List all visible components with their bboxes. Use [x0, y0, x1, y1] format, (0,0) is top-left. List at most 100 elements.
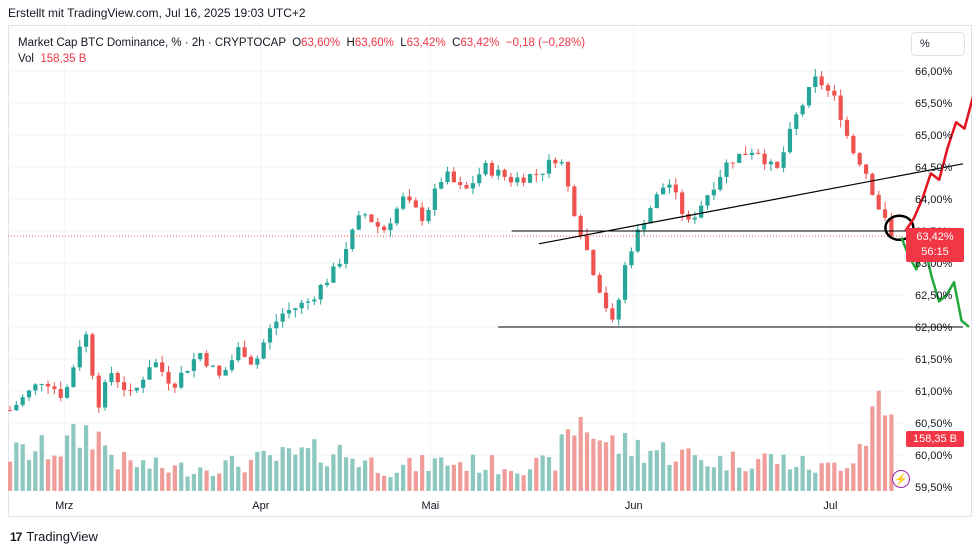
tradingview-logo[interactable]: 17 TradingView — [10, 529, 98, 544]
volume-bar — [445, 465, 450, 491]
candle — [692, 217, 697, 220]
candle — [242, 347, 247, 357]
symbol-title[interactable]: Market Cap BTC Dominance, % · 2h · CRYPT… — [18, 37, 286, 49]
candles — [8, 68, 894, 413]
candle — [559, 162, 564, 164]
volume-bar — [343, 457, 349, 491]
candle — [743, 153, 748, 156]
price-chart[interactable]: 66,00%65,50%65,00%64,50%64,00%63,50%63,0… — [8, 25, 972, 517]
candle — [318, 284, 323, 300]
candle — [356, 215, 361, 230]
candle — [553, 159, 558, 164]
chart-legend: Market Cap BTC Dominance, % · 2h · CRYPT… — [18, 35, 585, 67]
volume-bar — [350, 458, 355, 491]
volume-bar — [584, 432, 590, 491]
volume-bar — [210, 475, 216, 491]
volume-bar — [52, 455, 57, 491]
volume-bar — [299, 447, 304, 491]
volume-bar — [458, 462, 463, 491]
candle — [768, 161, 774, 165]
candle — [800, 105, 805, 115]
chart-frame — [8, 25, 972, 517]
volume-bar — [775, 463, 780, 491]
candle — [217, 365, 222, 376]
last-price-value: 63,42% — [916, 231, 954, 243]
candle — [838, 95, 843, 120]
candle — [591, 250, 596, 276]
candle — [210, 365, 216, 367]
candle — [109, 373, 114, 383]
volume-bar — [45, 459, 51, 491]
volume-bar — [661, 442, 666, 491]
candle — [661, 187, 666, 195]
volume-bar — [730, 451, 735, 491]
logo-text: TradingView — [26, 529, 98, 544]
volume-bar — [515, 473, 520, 491]
candle — [515, 177, 520, 183]
candle — [629, 251, 634, 266]
y-tick-label: 60,00% — [915, 450, 953, 462]
candle — [806, 87, 812, 106]
volume-bar — [217, 473, 222, 491]
percent-scale-button[interactable]: % — [911, 32, 965, 56]
candle — [305, 301, 311, 303]
volume-bar — [375, 472, 380, 491]
candle — [369, 214, 374, 223]
candle — [280, 313, 285, 322]
candle — [261, 342, 266, 359]
volume-bar — [616, 453, 621, 491]
volume-bar — [876, 390, 881, 491]
volume-bar — [426, 470, 431, 491]
volume-bar — [483, 469, 488, 491]
volume-bar — [267, 455, 273, 491]
volume-bar — [20, 444, 25, 491]
volume-bar — [324, 466, 330, 491]
candle — [534, 174, 539, 176]
candle — [229, 360, 235, 370]
volume-bar — [711, 467, 716, 491]
candle — [578, 216, 583, 236]
candle — [77, 346, 82, 368]
volume-label[interactable]: Vol — [18, 53, 34, 65]
candle — [64, 387, 70, 398]
candle — [141, 379, 146, 388]
volume-bar — [743, 471, 748, 491]
volume-bar — [610, 435, 615, 491]
volume-bar — [439, 457, 444, 491]
open-value: 63,60% — [301, 37, 341, 49]
volume-bar — [236, 466, 241, 491]
volume-bar — [261, 450, 266, 491]
volume-bar — [77, 447, 82, 491]
candle — [362, 214, 368, 216]
candle — [870, 173, 875, 195]
candle — [699, 205, 704, 218]
volume-bar — [337, 444, 342, 491]
candle — [489, 162, 495, 176]
trend-line — [538, 163, 964, 245]
candle — [128, 390, 133, 392]
candle — [724, 162, 729, 177]
volume-bar — [369, 457, 374, 491]
volume-bar — [762, 453, 767, 491]
volume-bar — [680, 449, 685, 491]
volume-bar — [96, 431, 101, 491]
volume-bar — [185, 476, 190, 491]
low-value: 63,42% — [406, 37, 446, 49]
y-tick-label: 66,00% — [915, 66, 953, 78]
volume-bar — [464, 470, 469, 491]
candle — [122, 382, 127, 391]
candle — [610, 308, 615, 320]
candle — [711, 189, 716, 196]
lightning-icon[interactable]: ⚡ — [892, 470, 910, 488]
volume-bar — [508, 471, 514, 491]
volume-bar — [654, 450, 659, 491]
volume-bar — [109, 454, 114, 491]
candle — [876, 194, 881, 210]
candle — [299, 302, 304, 309]
candle — [483, 162, 488, 175]
candle — [223, 369, 228, 376]
volume-bar — [141, 460, 146, 491]
volume-bar — [147, 468, 152, 491]
volume-bar — [591, 438, 596, 491]
candle — [134, 387, 139, 391]
